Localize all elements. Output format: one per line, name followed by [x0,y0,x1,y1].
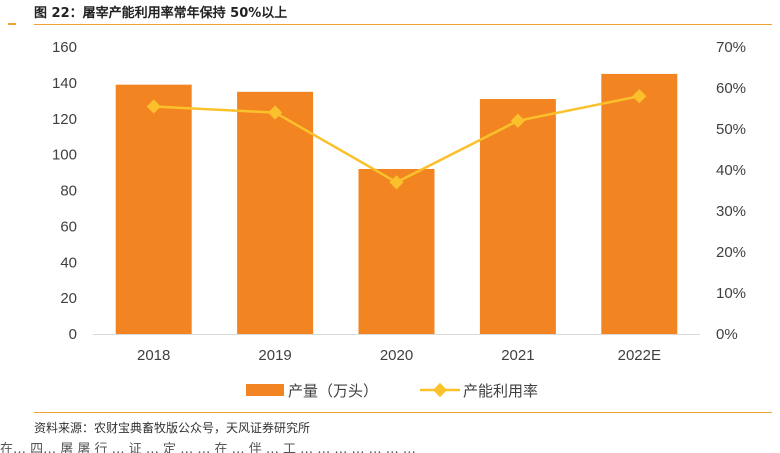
y-right-tick-label: 30% [716,203,746,220]
top-divider [34,24,772,25]
y-left-tick-label: 160 [52,39,77,56]
legend-label-bar: 产量（万头） [288,382,378,400]
y-left-tick-label: 120 [52,111,77,128]
y-left-tick-label: 20 [60,290,77,307]
legend-swatch-marker [432,382,448,398]
bar [115,84,192,334]
chart: 0 20 40 60 80 100 120 140 160 0% 10% 20% 30% 40% 50% 60… [52,39,746,400]
y-left-tick-label: 140 [52,75,77,92]
x-tick-label: 2022E [618,347,661,364]
line-point [510,113,525,128]
y-right-tick-label: 60% [716,80,746,97]
line-point [268,105,283,120]
line-point [632,89,647,104]
bar [601,73,678,334]
cut-off-text: 在… 四… 屠 屠 行 … 证 … 定 … … 在 … 伴 … 工 … … … … [0,442,416,453]
line-point [389,175,404,190]
y-right-tick-label: 50% [716,121,746,138]
source-note: 资料来源：农财宝典畜牧版公众号，天风证券研究所 [34,421,311,435]
bar [479,99,556,334]
figure-title: 图 22：屠宰产能利用率常年保持 50%以上 [34,6,288,21]
y-left-tick-label: 80 [60,183,77,200]
y-right-tick-label: 40% [716,162,746,179]
y-left-tick-label: 40 [60,254,77,271]
legend-label-line: 产能利用率 [463,382,538,400]
y-left-tick-label: 60 [60,218,77,235]
bar [237,91,314,334]
rule-accent-left [8,23,16,25]
y-left-tick-label: 0 [69,326,77,343]
bar [358,168,435,334]
x-tick-label: 2019 [258,347,291,364]
x-tick-label: 2018 [137,347,170,364]
y-right-tick-label: 70% [716,39,746,56]
y-right-tick-label: 20% [716,244,746,261]
x-tick-label: 2020 [380,347,413,364]
x-tick-label: 2021 [501,347,534,364]
bottom-divider [34,412,772,413]
y-right-tick-label: 10% [716,285,746,302]
y-left-tick-label: 100 [52,147,77,164]
legend-swatch-bar [246,384,284,396]
y-right-tick-label: 0% [716,326,738,343]
